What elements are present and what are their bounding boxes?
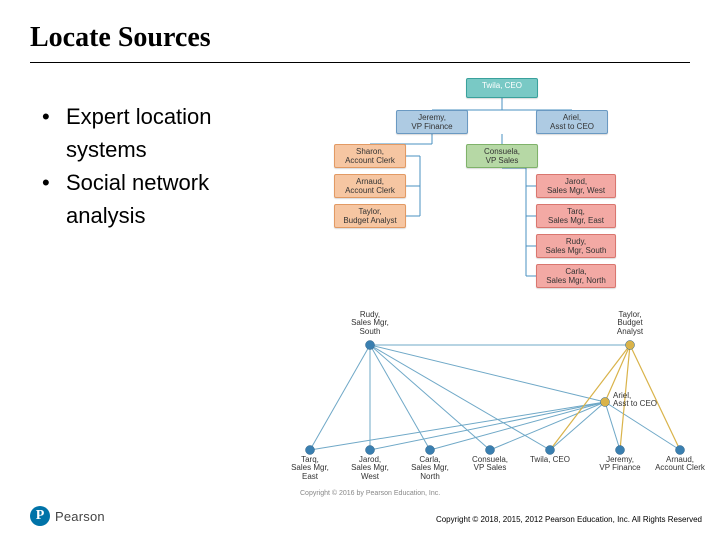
org-chart: Twila, CEO Jeremy,VP Finance Ariel,Asst to… xyxy=(300,78,700,298)
net-label-jarod: Jarod,Sales Mgr,West xyxy=(341,456,399,481)
org-box-ariel: Ariel,Asst to CEO xyxy=(536,110,608,134)
org-box-consuela: Consuela,VP Sales xyxy=(466,144,538,168)
bullet-text-cont: systems xyxy=(42,133,292,166)
org-box-rudy: Rudy,Sales Mgr, South xyxy=(536,234,616,258)
bullet-text: Expert location xyxy=(66,100,292,133)
slide: Locate Sources • Expert location systems… xyxy=(0,0,720,540)
bullet-dot: • xyxy=(42,100,66,133)
org-box-jarod: Jarod,Sales Mgr, West xyxy=(536,174,616,198)
bullet-item: • Expert location xyxy=(42,100,292,133)
org-box-taylor: Taylor,Budget Analyst xyxy=(334,204,406,228)
org-box-tarq: Tarq,Sales Mgr, East xyxy=(536,204,616,228)
pearson-logo-text: Pearson xyxy=(55,509,105,524)
net-label-consuela: Consuela,VP Sales xyxy=(461,456,519,473)
pearson-logo-icon: P xyxy=(30,506,50,526)
net-label-taylor: Taylor,BudgetAnalyst xyxy=(601,311,659,336)
slide-title: Locate Sources xyxy=(30,22,211,54)
org-box-jeremy: Jeremy,VP Finance xyxy=(396,110,468,134)
slide-copyright: Copyright © 2018, 2015, 2012 Pearson Edu… xyxy=(436,515,702,524)
org-box-carla: Carla,Sales Mgr, North xyxy=(536,264,616,288)
bullet-dot: • xyxy=(42,166,66,199)
net-label-tarq: Tarq,Sales Mgr,East xyxy=(281,456,339,481)
net-label-jeremy: Jeremy,VP Finance xyxy=(591,456,649,473)
bullet-text-cont: analysis xyxy=(42,199,292,232)
org-box-sharon: Sharon,Account Clerk xyxy=(334,144,406,168)
org-box-twila: Twila, CEO xyxy=(466,78,538,98)
net-label-carla: Carla,Sales Mgr,North xyxy=(401,456,459,481)
net-label-twila: Twila, CEO xyxy=(521,456,579,464)
bullet-item: • Social network xyxy=(42,166,292,199)
bullet-text: Social network xyxy=(66,166,292,199)
diagram-copyright: Copyright © 2016 by Pearson Education, I… xyxy=(300,490,440,497)
title-rule xyxy=(30,62,690,63)
net-label-arnaud: Arnaud,Account Clerk xyxy=(651,456,709,473)
network-chart: Rudy,Sales Mgr,South Taylor,BudgetAnalyst… xyxy=(270,310,700,490)
pearson-logo: P Pearson xyxy=(30,506,105,526)
org-box-arnaud: Arnaud,Account Clerk xyxy=(334,174,406,198)
net-label-rudy: Rudy,Sales Mgr,South xyxy=(341,311,399,336)
bullet-list: • Expert location systems • Social netwo… xyxy=(42,100,292,232)
net-label-ariel: Ariel,Asst to CEO xyxy=(613,392,671,409)
